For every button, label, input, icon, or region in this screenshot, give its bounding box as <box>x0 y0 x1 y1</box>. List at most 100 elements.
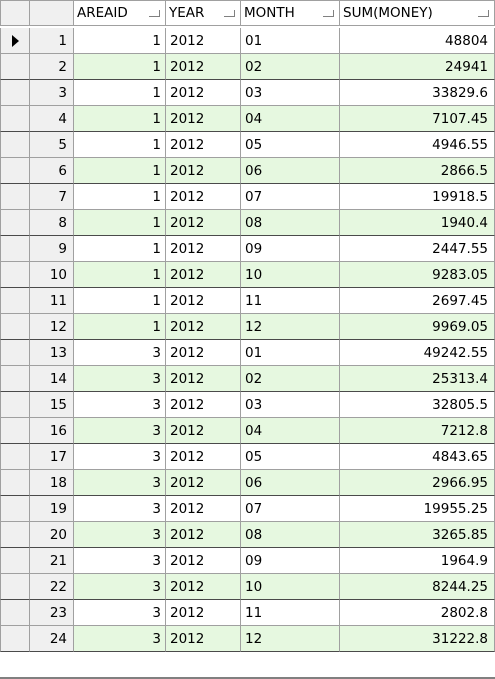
row-number-cell[interactable]: 16 <box>30 418 74 444</box>
year-cell[interactable]: 2012 <box>166 54 241 80</box>
month-cell[interactable]: 07 <box>241 496 340 522</box>
row-number-cell[interactable]: 14 <box>30 366 74 392</box>
row-number-cell[interactable]: 4 <box>30 106 74 132</box>
column-resize-icon[interactable] <box>478 9 489 17</box>
areaid-cell[interactable]: 3 <box>74 548 166 574</box>
row-number-cell[interactable]: 23 <box>30 600 74 626</box>
month-cell[interactable]: 05 <box>241 132 340 158</box>
year-cell[interactable]: 2012 <box>166 548 241 574</box>
month-cell[interactable]: 04 <box>241 106 340 132</box>
row-number-cell[interactable]: 2 <box>30 54 74 80</box>
sum-money-cell[interactable]: 2866.5 <box>340 158 495 184</box>
row-number-cell[interactable]: 24 <box>30 626 74 652</box>
table-row[interactable]: 13 3 2012 01 49242.55 <box>0 340 495 366</box>
column-header-areaid[interactable]: AREAID <box>74 0 166 26</box>
month-cell[interactable]: 11 <box>241 288 340 314</box>
table-row[interactable]: 23 3 2012 11 2802.8 <box>0 600 495 626</box>
month-cell[interactable]: 03 <box>241 392 340 418</box>
year-cell[interactable]: 2012 <box>166 496 241 522</box>
sum-money-cell[interactable]: 33829.6 <box>340 80 495 106</box>
row-number-cell[interactable]: 11 <box>30 288 74 314</box>
year-cell[interactable]: 2012 <box>166 184 241 210</box>
table-row[interactable]: 22 3 2012 10 8244.25 <box>0 574 495 600</box>
areaid-cell[interactable]: 3 <box>74 470 166 496</box>
areaid-cell[interactable]: 3 <box>74 574 166 600</box>
month-cell[interactable]: 10 <box>241 574 340 600</box>
sum-money-cell[interactable]: 2697.45 <box>340 288 495 314</box>
row-number-header[interactable] <box>30 0 74 26</box>
sum-money-cell[interactable]: 24941 <box>340 54 495 80</box>
row-number-cell[interactable]: 20 <box>30 522 74 548</box>
sum-money-cell[interactable]: 2802.8 <box>340 600 495 626</box>
year-cell[interactable]: 2012 <box>166 522 241 548</box>
sum-money-cell[interactable]: 19955.25 <box>340 496 495 522</box>
table-row[interactable]: 5 1 2012 05 4946.55 <box>0 132 495 158</box>
sum-money-cell[interactable]: 32805.5 <box>340 392 495 418</box>
month-cell[interactable]: 12 <box>241 314 340 340</box>
sum-money-cell[interactable]: 2447.55 <box>340 236 495 262</box>
row-indicator-cell[interactable] <box>0 522 30 548</box>
areaid-cell[interactable]: 3 <box>74 340 166 366</box>
areaid-cell[interactable]: 1 <box>74 288 166 314</box>
row-indicator-cell[interactable] <box>0 288 30 314</box>
row-indicator-cell[interactable] <box>0 600 30 626</box>
row-indicator-cell[interactable] <box>0 548 30 574</box>
row-indicator-cell[interactable] <box>0 392 30 418</box>
row-number-cell[interactable]: 3 <box>30 80 74 106</box>
table-row[interactable]: 17 3 2012 05 4843.65 <box>0 444 495 470</box>
areaid-cell[interactable]: 1 <box>74 132 166 158</box>
table-row[interactable]: 15 3 2012 03 32805.5 <box>0 392 495 418</box>
row-indicator-cell[interactable] <box>0 366 30 392</box>
table-row[interactable]: 10 1 2012 10 9283.05 <box>0 262 495 288</box>
month-cell[interactable]: 02 <box>241 366 340 392</box>
month-cell[interactable]: 03 <box>241 80 340 106</box>
year-cell[interactable]: 2012 <box>166 106 241 132</box>
table-row[interactable]: 19 3 2012 07 19955.25 <box>0 496 495 522</box>
table-row[interactable]: 3 1 2012 03 33829.6 <box>0 80 495 106</box>
row-number-cell[interactable]: 8 <box>30 210 74 236</box>
year-cell[interactable]: 2012 <box>166 262 241 288</box>
table-row[interactable]: 12 1 2012 12 9969.05 <box>0 314 495 340</box>
month-cell[interactable]: 01 <box>241 28 340 54</box>
row-indicator-cell[interactable] <box>0 184 30 210</box>
year-cell[interactable]: 2012 <box>166 600 241 626</box>
month-cell[interactable]: 05 <box>241 444 340 470</box>
sum-money-cell[interactable]: 1940.4 <box>340 210 495 236</box>
year-cell[interactable]: 2012 <box>166 366 241 392</box>
row-indicator-cell[interactable] <box>0 444 30 470</box>
year-cell[interactable]: 2012 <box>166 418 241 444</box>
sum-money-cell[interactable]: 3265.85 <box>340 522 495 548</box>
table-row[interactable]: 4 1 2012 04 7107.45 <box>0 106 495 132</box>
column-header-month[interactable]: MONTH <box>241 0 340 26</box>
year-cell[interactable]: 2012 <box>166 314 241 340</box>
sum-money-cell[interactable]: 49242.55 <box>340 340 495 366</box>
column-header-year[interactable]: YEAR <box>166 0 241 26</box>
areaid-cell[interactable]: 1 <box>74 80 166 106</box>
areaid-cell[interactable]: 1 <box>74 28 166 54</box>
table-row[interactable]: 1 1 2012 01 48804 <box>0 28 495 54</box>
areaid-cell[interactable]: 3 <box>74 392 166 418</box>
areaid-cell[interactable]: 3 <box>74 496 166 522</box>
month-cell[interactable]: 02 <box>241 54 340 80</box>
sum-money-cell[interactable]: 9969.05 <box>340 314 495 340</box>
year-cell[interactable]: 2012 <box>166 626 241 652</box>
table-row[interactable]: 14 3 2012 02 25313.4 <box>0 366 495 392</box>
month-cell[interactable]: 11 <box>241 600 340 626</box>
month-cell[interactable]: 06 <box>241 158 340 184</box>
row-number-cell[interactable]: 19 <box>30 496 74 522</box>
row-indicator-cell[interactable] <box>0 496 30 522</box>
table-row[interactable]: 2 1 2012 02 24941 <box>0 54 495 80</box>
row-indicator-cell[interactable] <box>0 340 30 366</box>
year-cell[interactable]: 2012 <box>166 288 241 314</box>
row-number-cell[interactable]: 1 <box>30 28 74 54</box>
areaid-cell[interactable]: 1 <box>74 210 166 236</box>
year-cell[interactable]: 2012 <box>166 340 241 366</box>
row-indicator-cell[interactable] <box>0 54 30 80</box>
row-number-cell[interactable]: 17 <box>30 444 74 470</box>
month-cell[interactable]: 12 <box>241 626 340 652</box>
areaid-cell[interactable]: 3 <box>74 366 166 392</box>
month-cell[interactable]: 10 <box>241 262 340 288</box>
month-cell[interactable]: 08 <box>241 210 340 236</box>
column-header-sum-money[interactable]: SUM(MONEY) <box>340 0 495 26</box>
